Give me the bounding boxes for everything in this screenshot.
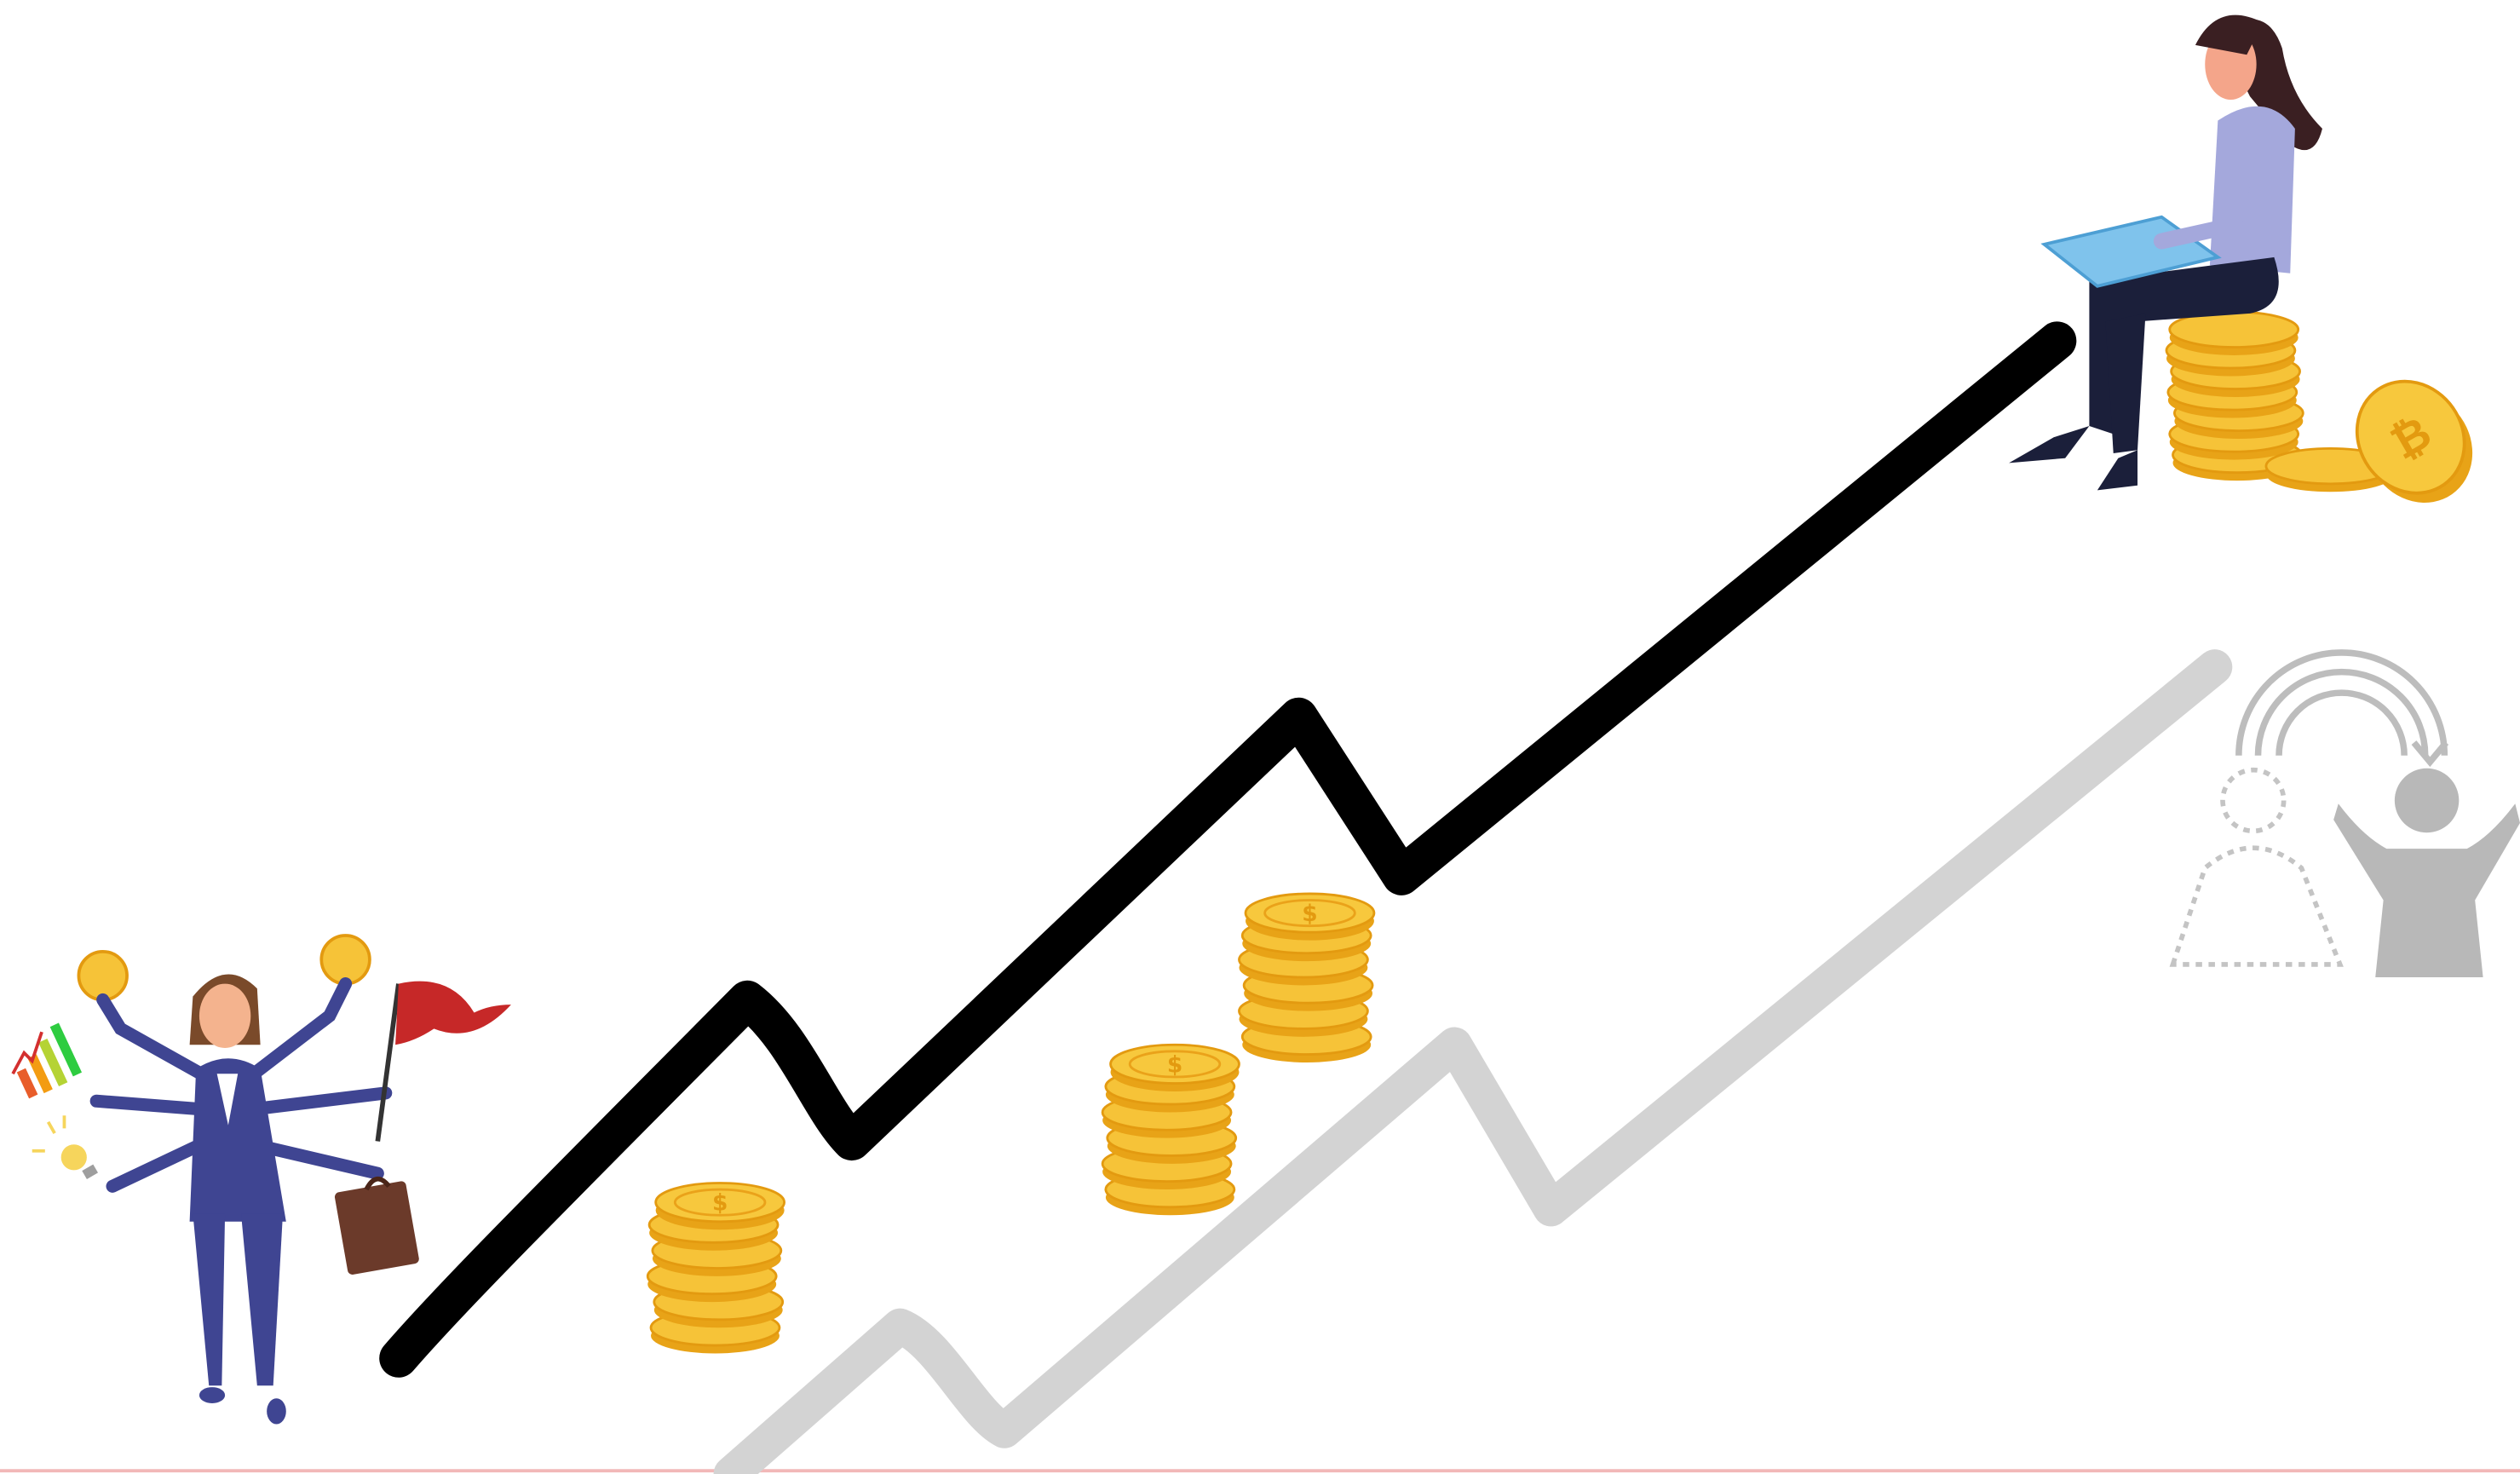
multitask-woman-part: [193, 1213, 225, 1385]
transfer-icon: [2173, 653, 2520, 977]
illustration: $ ₿: [0, 0, 2520, 1474]
multitask-woman-part-part: [254, 1093, 386, 1109]
woman-laptop-part: [2009, 426, 2089, 463]
multitask-woman-part-part: [49, 1122, 55, 1133]
transfer-icon-part: [2239, 653, 2444, 756]
multitask-woman-part: [199, 1387, 225, 1403]
multitask-woman-part: [267, 1398, 286, 1424]
page: {} html, body { margin: 0; padding: 0; b…: [0, 0, 2520, 1474]
multitask-woman-part: [190, 1058, 286, 1221]
woman-laptop-part: [2210, 107, 2295, 273]
multitask-woman-part: [61, 1144, 87, 1170]
transfer-icon-part: [2414, 743, 2446, 763]
bitcoin-stack: ₿: [2166, 312, 2494, 524]
coin-stack-1: [647, 1183, 784, 1353]
coin-stack-2-part: [1111, 1045, 1240, 1091]
black-trend-part: [399, 341, 2057, 1358]
multitask-woman-part: [241, 1213, 283, 1385]
transfer-icon-part: [2223, 770, 2284, 832]
black-trend: [399, 341, 2057, 1358]
multitask-woman-part: [334, 1180, 420, 1275]
page-body: $ ₿: [0, 0, 2520, 1474]
coin-stack-3-part: [1246, 894, 1374, 941]
multitask-woman-part-part: [103, 999, 201, 1074]
transfer-icon-part: [2279, 693, 2404, 756]
multitask-woman-part: [377, 984, 399, 1142]
bitcoin-stack-part: [2170, 312, 2298, 355]
multitask-woman: [13, 936, 511, 1424]
multitask-woman-part: [78, 952, 127, 1000]
coin-stack-3: [1239, 894, 1373, 1062]
multitask-woman-part: [395, 982, 511, 1045]
coin-stack-1-part: [656, 1183, 785, 1229]
woman-laptop-part: [2097, 450, 2137, 490]
transfer-icon-part: [2395, 769, 2459, 832]
multitask-woman-part: [321, 936, 370, 984]
multitask-woman-part: [199, 984, 250, 1048]
multitask-woman-part-part: [254, 984, 346, 1074]
coin-stack-2: [1102, 1045, 1239, 1215]
multitask-woman-part: [32, 1115, 65, 1151]
transfer-icon-part: [2173, 848, 2340, 964]
multitask-woman-part-part: [112, 1144, 201, 1186]
multitask-woman-part: [82, 1165, 98, 1179]
multitask-woman-part-part: [96, 1101, 201, 1108]
